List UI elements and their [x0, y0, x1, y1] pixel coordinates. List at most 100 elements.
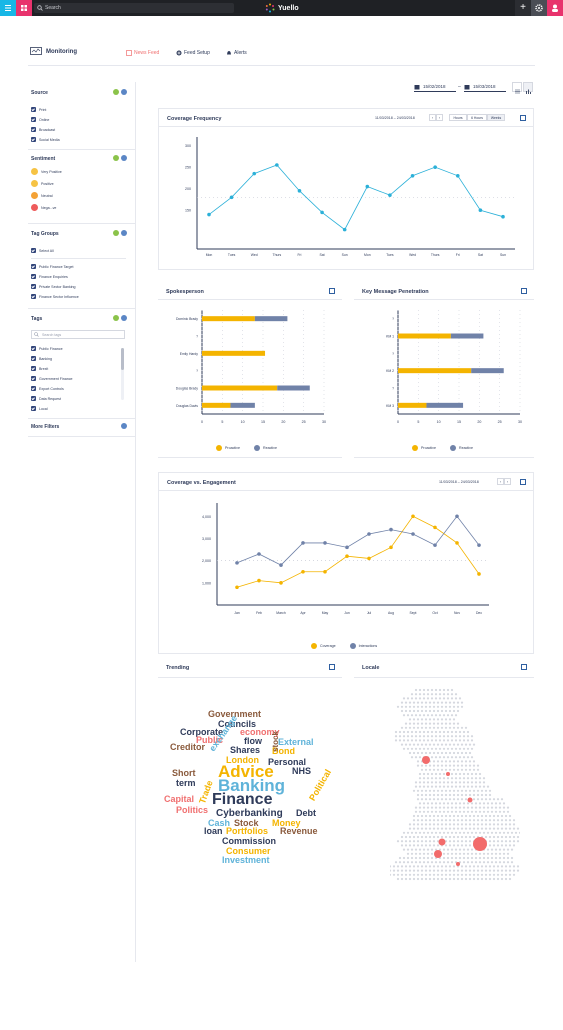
trending-word[interactable]: Politics — [176, 805, 209, 815]
tag-item[interactable]: Public Finance — [31, 346, 63, 351]
tag-item[interactable]: Government Finance — [31, 376, 73, 381]
trending-word[interactable]: External — [278, 737, 314, 747]
tag-item[interactable]: Local — [31, 406, 48, 411]
prev-button[interactable]: ‹ — [497, 478, 504, 485]
external-link-icon[interactable] — [329, 288, 335, 294]
tags-scrollbar[interactable] — [121, 348, 124, 400]
remove-icon[interactable] — [121, 89, 127, 95]
checkbox[interactable] — [31, 386, 36, 391]
trending-word[interactable]: Shares — [230, 745, 261, 755]
trending-word[interactable]: Councils — [218, 719, 257, 729]
tag-group-item[interactable]: Finance Enquiries — [31, 274, 68, 279]
trending-word[interactable]: Government — [208, 709, 262, 719]
tab-news-feed[interactable]: News Feed — [126, 50, 159, 56]
tag-group-item[interactable]: Finance Sector Influence — [31, 294, 79, 299]
add-icon[interactable] — [113, 155, 119, 161]
trending-word[interactable]: Cyberbanking — [216, 808, 283, 819]
trending-word[interactable]: Debt — [296, 808, 316, 818]
trending-word[interactable]: Consumer — [226, 846, 271, 856]
prev-button[interactable]: ‹ — [429, 114, 436, 121]
tag-search-input[interactable]: Search tags — [31, 330, 125, 339]
next-button[interactable]: › — [436, 114, 443, 121]
trending-word[interactable]: Capital — [164, 794, 195, 804]
trending-word[interactable]: Creditor — [170, 742, 206, 752]
legend-item[interactable]: Reactive — [449, 445, 473, 451]
list-view-button[interactable] — [512, 82, 522, 94]
external-link-icon[interactable] — [521, 664, 527, 670]
app-logo[interactable]: Yuello — [265, 2, 299, 14]
granularity-option[interactable]: 6 Hours — [467, 114, 487, 121]
trending-word[interactable]: Investment — [222, 855, 270, 865]
trending-word[interactable]: Finance — [212, 791, 273, 808]
next-button[interactable]: › — [504, 478, 511, 485]
remove-icon[interactable] — [121, 155, 127, 161]
tab-feed-setup[interactable]: Feed Setup — [176, 50, 210, 56]
more-filters-link[interactable]: More Filters — [31, 424, 60, 430]
trending-word[interactable]: Banking — [218, 776, 286, 795]
external-link-icon[interactable] — [521, 288, 527, 294]
checkbox[interactable] — [31, 274, 36, 279]
trending-word[interactable]: flow — [244, 736, 262, 746]
tag-item[interactable]: Data Request — [31, 396, 61, 401]
add-icon[interactable]: + — [515, 0, 531, 16]
trending-word[interactable]: Stock — [234, 818, 259, 828]
trending-word[interactable]: Personal — [268, 757, 307, 767]
legend-item[interactable]: Proactive — [412, 445, 436, 451]
tag-item[interactable]: Banking — [31, 356, 52, 361]
date-from-picker[interactable]: 15/02/2018 — [414, 82, 456, 92]
source-item[interactable]: Print — [31, 107, 46, 112]
tag-group-item[interactable]: Public Finance Target — [31, 264, 74, 269]
add-icon[interactable] — [113, 89, 119, 95]
select-all-checkbox[interactable]: Select All — [31, 248, 54, 253]
apps-grid-icon[interactable] — [16, 0, 32, 16]
trending-word[interactable]: Public — [196, 735, 224, 745]
tag-item[interactable]: Brexit — [31, 366, 48, 371]
legend-item[interactable]: Reactive — [253, 445, 277, 451]
checkbox[interactable] — [31, 137, 36, 142]
tag-group-item[interactable]: Private Sector Banking — [31, 284, 76, 289]
trending-word[interactable]: loan — [204, 826, 223, 836]
checkbox[interactable] — [31, 117, 36, 122]
trending-word[interactable]: Cash — [208, 818, 231, 828]
trending-word[interactable]: term — [176, 778, 196, 788]
global-search-input[interactable]: Search — [34, 3, 234, 13]
trending-word[interactable]: Political — [307, 767, 334, 803]
trending-word[interactable]: Advice — [218, 762, 274, 781]
checkbox[interactable] — [31, 107, 36, 112]
external-link-icon[interactable] — [520, 479, 526, 485]
user-icon[interactable] — [547, 0, 563, 16]
checkbox[interactable] — [31, 127, 36, 132]
checkbox[interactable] — [31, 294, 36, 299]
checkbox[interactable] — [31, 356, 36, 361]
granularity-option[interactable]: Hours — [449, 114, 467, 121]
trending-word[interactable]: economy — [240, 727, 280, 737]
remove-icon[interactable] — [121, 315, 127, 321]
gear-icon[interactable] — [531, 0, 547, 16]
tag-item[interactable]: Export Controls — [31, 386, 64, 391]
remove-icon[interactable] — [121, 230, 127, 236]
trending-word[interactable]: Bond — [272, 746, 295, 756]
trending-word[interactable]: London — [226, 755, 259, 765]
checkbox[interactable] — [31, 248, 36, 253]
sentiment-item[interactable]: Neutral — [31, 192, 53, 199]
trending-word[interactable]: NHS — [292, 766, 312, 776]
checkbox[interactable] — [31, 284, 36, 289]
date-to-picker[interactable]: 15/03/2018 — [464, 82, 506, 92]
add-icon[interactable] — [113, 315, 119, 321]
sentiment-item[interactable]: Positive — [31, 180, 54, 187]
tab-alerts[interactable]: Alerts — [226, 50, 247, 56]
trending-word[interactable]: Revenue — [280, 826, 318, 836]
sentiment-item[interactable]: Very Positive — [31, 168, 62, 175]
sentiment-item[interactable]: Nega...ve — [31, 204, 56, 211]
source-item[interactable]: Broadcast — [31, 127, 55, 132]
checkbox[interactable] — [31, 366, 36, 371]
checkbox[interactable] — [31, 376, 36, 381]
checkbox[interactable] — [31, 396, 36, 401]
trending-word[interactable]: Money — [272, 818, 301, 828]
checkbox[interactable] — [31, 264, 36, 269]
chart-view-button[interactable] — [523, 82, 533, 94]
legend-item[interactable]: Proactive — [216, 445, 240, 451]
expand-icon[interactable] — [121, 423, 127, 429]
external-link-icon[interactable] — [329, 664, 335, 670]
source-item[interactable]: Social Media — [31, 137, 60, 142]
